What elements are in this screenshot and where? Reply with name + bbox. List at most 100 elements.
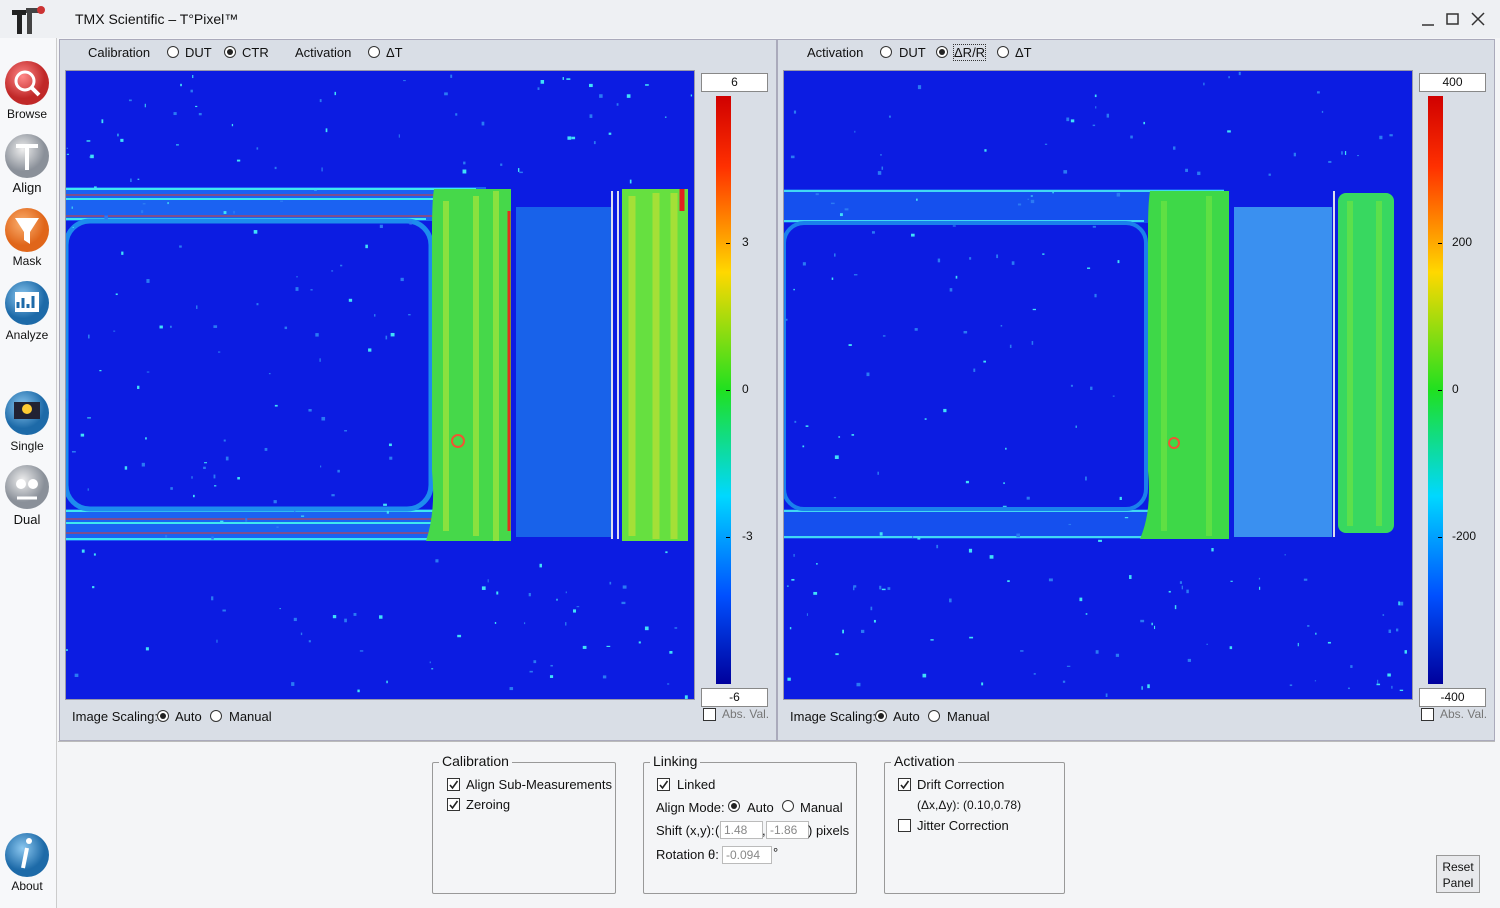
radio[interactable] bbox=[936, 46, 948, 58]
speckle bbox=[853, 274, 858, 276]
checkbox[interactable] bbox=[703, 708, 716, 721]
speckle bbox=[877, 471, 879, 475]
radio-label[interactable]: CTR bbox=[242, 45, 269, 60]
speckle bbox=[1095, 650, 1099, 654]
speckle bbox=[1026, 496, 1030, 500]
group-title: Linking bbox=[650, 753, 701, 769]
radio[interactable] bbox=[928, 710, 940, 722]
speckles bbox=[785, 71, 1412, 698]
checkbox-label[interactable]: Align Sub-Measurements bbox=[466, 777, 612, 792]
maximize[interactable] bbox=[1446, 13, 1459, 25]
speckle bbox=[549, 675, 554, 678]
analyze-icon[interactable] bbox=[5, 281, 49, 325]
radio-label[interactable]: Manual bbox=[229, 709, 272, 724]
rotation-input[interactable]: -0.094 bbox=[722, 846, 772, 864]
radio[interactable] bbox=[210, 710, 222, 722]
speckle bbox=[786, 585, 789, 587]
speckle bbox=[300, 632, 303, 636]
radio[interactable] bbox=[167, 46, 179, 58]
speckle bbox=[319, 99, 322, 103]
radio-label[interactable]: Manual bbox=[947, 709, 990, 724]
browse-icon[interactable] bbox=[5, 61, 49, 105]
mask-icon[interactable] bbox=[5, 208, 49, 252]
dual-icon[interactable] bbox=[5, 465, 49, 509]
colorbar-tick-label: 200 bbox=[1452, 235, 1473, 249]
radio-label[interactable]: Auto bbox=[175, 709, 202, 724]
radio-label[interactable]: ΔT bbox=[1015, 45, 1032, 60]
speckle bbox=[274, 404, 278, 407]
radio[interactable] bbox=[224, 46, 236, 58]
colorbar-max[interactable]: 6 bbox=[701, 73, 768, 92]
speckle bbox=[1095, 106, 1097, 109]
speckle bbox=[500, 163, 503, 166]
speckle bbox=[353, 612, 357, 616]
speckle bbox=[831, 277, 834, 280]
shift-y-input[interactable]: -1.86 bbox=[766, 821, 809, 839]
radio[interactable] bbox=[875, 710, 887, 722]
linking-group: Linking bbox=[643, 753, 857, 894]
checkbox-label[interactable]: Linked bbox=[677, 777, 716, 792]
checkbox-label[interactable]: Abs. Val. bbox=[1440, 707, 1488, 721]
checkbox[interactable] bbox=[447, 778, 460, 791]
checkbox-label[interactable]: Drift Correction bbox=[917, 777, 1005, 792]
radio-label[interactable]: Auto bbox=[747, 800, 774, 815]
sidebar-label[interactable]: Analyze bbox=[5, 328, 49, 342]
speckle bbox=[233, 210, 235, 214]
sidebar-label[interactable]: Align bbox=[12, 180, 42, 195]
shift-x-input[interactable]: 1.48 bbox=[720, 821, 763, 839]
about-icon[interactable] bbox=[5, 833, 49, 877]
reset-button[interactable]: Reset Panel bbox=[1436, 855, 1480, 893]
speckle bbox=[146, 371, 150, 373]
radio[interactable] bbox=[997, 46, 1009, 58]
punctuation: ( bbox=[715, 823, 720, 838]
speckle bbox=[295, 287, 299, 291]
radio[interactable] bbox=[880, 46, 892, 58]
checkbox[interactable] bbox=[898, 778, 911, 791]
checkbox[interactable] bbox=[898, 819, 911, 832]
speckle bbox=[851, 434, 855, 436]
sidebar-label[interactable]: Browse bbox=[6, 107, 47, 121]
radio[interactable] bbox=[728, 800, 740, 812]
colorbar-tick-label: -3 bbox=[742, 529, 753, 543]
radio[interactable] bbox=[782, 800, 794, 812]
sidebar-label[interactable]: Mask bbox=[12, 254, 42, 268]
speckle bbox=[794, 420, 797, 423]
radio-label[interactable]: DUT bbox=[185, 45, 212, 60]
radio[interactable] bbox=[157, 710, 169, 722]
checkbox[interactable] bbox=[1421, 708, 1434, 721]
speckle bbox=[1174, 605, 1177, 610]
radio-label[interactable]: Auto bbox=[893, 709, 920, 724]
radio-label[interactable]: ΔT bbox=[386, 45, 403, 60]
colorbar-min[interactable]: -400 bbox=[1419, 688, 1486, 707]
speckle bbox=[873, 619, 876, 623]
speckle bbox=[866, 372, 870, 377]
radio-label[interactable]: DUT bbox=[899, 45, 926, 60]
speckle bbox=[996, 254, 999, 259]
speckle bbox=[128, 99, 132, 102]
sidebar-label[interactable]: About bbox=[11, 879, 43, 893]
align-icon[interactable] bbox=[5, 134, 49, 178]
speckle bbox=[481, 586, 486, 590]
speckle bbox=[880, 154, 882, 156]
radio[interactable] bbox=[368, 46, 380, 58]
radio-label[interactable]: ΔR/R bbox=[952, 44, 987, 61]
radio-label[interactable]: Manual bbox=[800, 800, 843, 815]
single-icon[interactable] bbox=[5, 391, 49, 435]
close[interactable] bbox=[1471, 12, 1485, 26]
speckle bbox=[1143, 121, 1146, 125]
colorbar-max[interactable]: 400 bbox=[1419, 73, 1486, 92]
sidebar-label[interactable]: Single bbox=[10, 439, 44, 453]
speckle bbox=[963, 330, 968, 334]
colorbar-tick bbox=[1438, 243, 1442, 244]
checkbox[interactable] bbox=[447, 798, 460, 811]
checkbox[interactable] bbox=[657, 778, 670, 791]
checkbox-label[interactable]: Jitter Correction bbox=[917, 818, 1009, 833]
speckle bbox=[93, 553, 96, 556]
speckle bbox=[1106, 113, 1110, 118]
checkbox-label[interactable]: Abs. Val. bbox=[722, 707, 770, 721]
speckle bbox=[1389, 134, 1393, 137]
speckle bbox=[1347, 687, 1350, 690]
checkbox-label[interactable]: Zeroing bbox=[466, 797, 511, 812]
colorbar-min[interactable]: -6 bbox=[701, 688, 768, 707]
sidebar-label[interactable]: Dual bbox=[13, 512, 41, 527]
